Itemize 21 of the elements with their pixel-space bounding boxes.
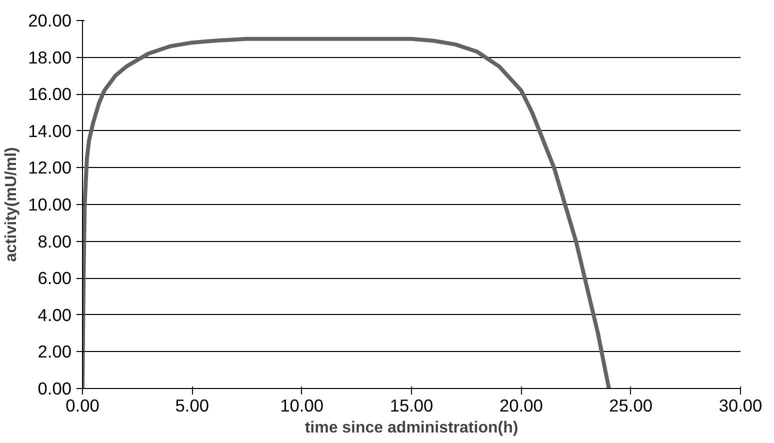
y-tick-label: 6.00	[38, 268, 72, 288]
y-tick-label: 10.00	[28, 194, 72, 214]
y-tick-label: 18.00	[28, 47, 72, 68]
y-tick-label: 12.00	[28, 158, 72, 178]
x-tick-label: 5.00	[175, 396, 210, 416]
y-tick-label: 0.00	[38, 378, 72, 398]
y-tick-label: 8.00	[38, 231, 72, 252]
y-tick-label: 20.00	[28, 10, 72, 30]
x-tick-label: 15.00	[390, 396, 434, 416]
x-axis-title: time since administration(h)	[304, 420, 518, 436]
x-tick-label: 20.00	[499, 396, 543, 416]
x-tick-label: 10.00	[280, 396, 324, 416]
x-tick-label: 30.00	[718, 396, 762, 416]
x-tick-label: 25.00	[609, 396, 653, 416]
y-tick-label: 16.00	[28, 84, 72, 104]
y-axis-title: activity(mU/ml)	[3, 147, 20, 262]
line-series	[82, 36, 611, 388]
y-tick-label: 4.00	[38, 304, 72, 325]
y-tick-label: 14.00	[28, 120, 72, 141]
x-tick-label: 0.00	[66, 396, 100, 416]
y-tick-label: 2.00	[38, 342, 72, 362]
